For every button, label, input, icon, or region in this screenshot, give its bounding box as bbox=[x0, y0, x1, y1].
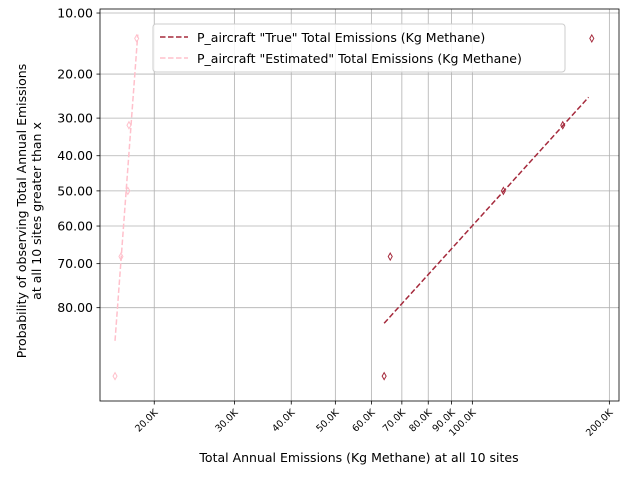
y-axis-label-line-1: Probability of observing Total Annual Em… bbox=[14, 64, 29, 358]
series-0-point bbox=[560, 120, 566, 130]
legend-box bbox=[152, 23, 566, 73]
series-0-point bbox=[589, 33, 595, 43]
series-0-point bbox=[500, 186, 506, 196]
y-tick-label: 10.00 bbox=[57, 6, 93, 21]
series-layer bbox=[112, 33, 595, 381]
series-1-point bbox=[125, 186, 131, 196]
series-1-fit-line bbox=[114, 34, 139, 341]
y-tick-label: 60.00 bbox=[57, 219, 93, 234]
series-1-point bbox=[118, 252, 124, 262]
series-0-point bbox=[381, 371, 387, 381]
legend-entry-estimated: P_aircraft "Estimated" Total Emissions (… bbox=[197, 51, 522, 66]
y-tick-label: 30.00 bbox=[57, 111, 93, 126]
legend: P_aircraft "True" Total Emissions (Kg Me… bbox=[152, 23, 566, 73]
y-tick-label: 40.00 bbox=[57, 148, 93, 163]
legend-entry-true: P_aircraft "True" Total Emissions (Kg Me… bbox=[197, 30, 485, 45]
series-0 bbox=[381, 33, 595, 381]
x-axis-label: Total Annual Emissions (Kg Methane) at a… bbox=[198, 450, 518, 465]
series-1-point bbox=[126, 120, 132, 130]
y-tick-label: 80.00 bbox=[57, 300, 93, 315]
y-tick-label: 20.00 bbox=[57, 67, 93, 82]
series-1-point bbox=[134, 33, 140, 43]
y-tick-label: 50.00 bbox=[57, 183, 93, 198]
series-1 bbox=[112, 33, 140, 381]
series-0-point bbox=[387, 252, 393, 262]
y-tick-label: 70.00 bbox=[57, 256, 93, 271]
plot-frame bbox=[99, 8, 620, 402]
series-0-fit-line bbox=[383, 96, 590, 324]
y-axis-label: Probability of observing Total Annual Em… bbox=[14, 64, 44, 358]
grid bbox=[100, 9, 619, 401]
y-axis-label-line-2: at all 10 sites greater than x bbox=[29, 122, 44, 300]
series-1-point bbox=[112, 371, 118, 381]
